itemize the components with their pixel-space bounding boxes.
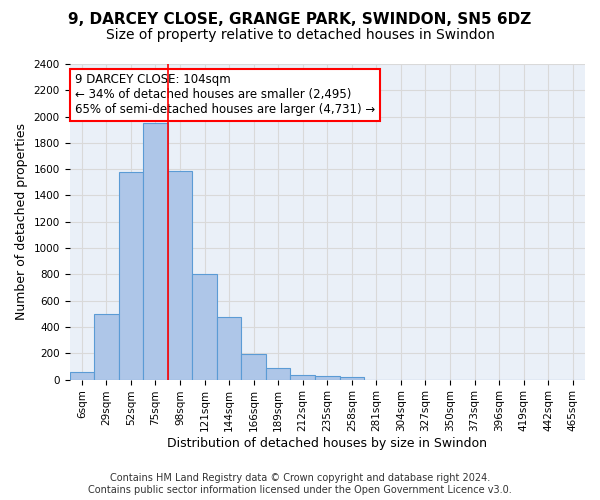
- Bar: [192, 274, 217, 380]
- Text: 9 DARCEY CLOSE: 104sqm
← 34% of detached houses are smaller (2,495)
65% of semi-: 9 DARCEY CLOSE: 104sqm ← 34% of detached…: [74, 74, 375, 116]
- Bar: [217, 317, 241, 380]
- Text: 9, DARCEY CLOSE, GRANGE PARK, SWINDON, SN5 6DZ: 9, DARCEY CLOSE, GRANGE PARK, SWINDON, S…: [68, 12, 532, 28]
- Y-axis label: Number of detached properties: Number of detached properties: [15, 124, 28, 320]
- Bar: [168, 170, 192, 380]
- Text: Contains HM Land Registry data © Crown copyright and database right 2024.
Contai: Contains HM Land Registry data © Crown c…: [88, 474, 512, 495]
- Bar: [266, 368, 290, 380]
- Bar: [315, 376, 340, 380]
- Bar: [143, 123, 168, 380]
- Bar: [290, 375, 315, 380]
- Bar: [70, 372, 94, 380]
- Bar: [241, 354, 266, 380]
- Bar: [119, 172, 143, 380]
- Text: Size of property relative to detached houses in Swindon: Size of property relative to detached ho…: [106, 28, 494, 42]
- Bar: [94, 314, 119, 380]
- X-axis label: Distribution of detached houses by size in Swindon: Distribution of detached houses by size …: [167, 437, 487, 450]
- Bar: [340, 377, 364, 380]
